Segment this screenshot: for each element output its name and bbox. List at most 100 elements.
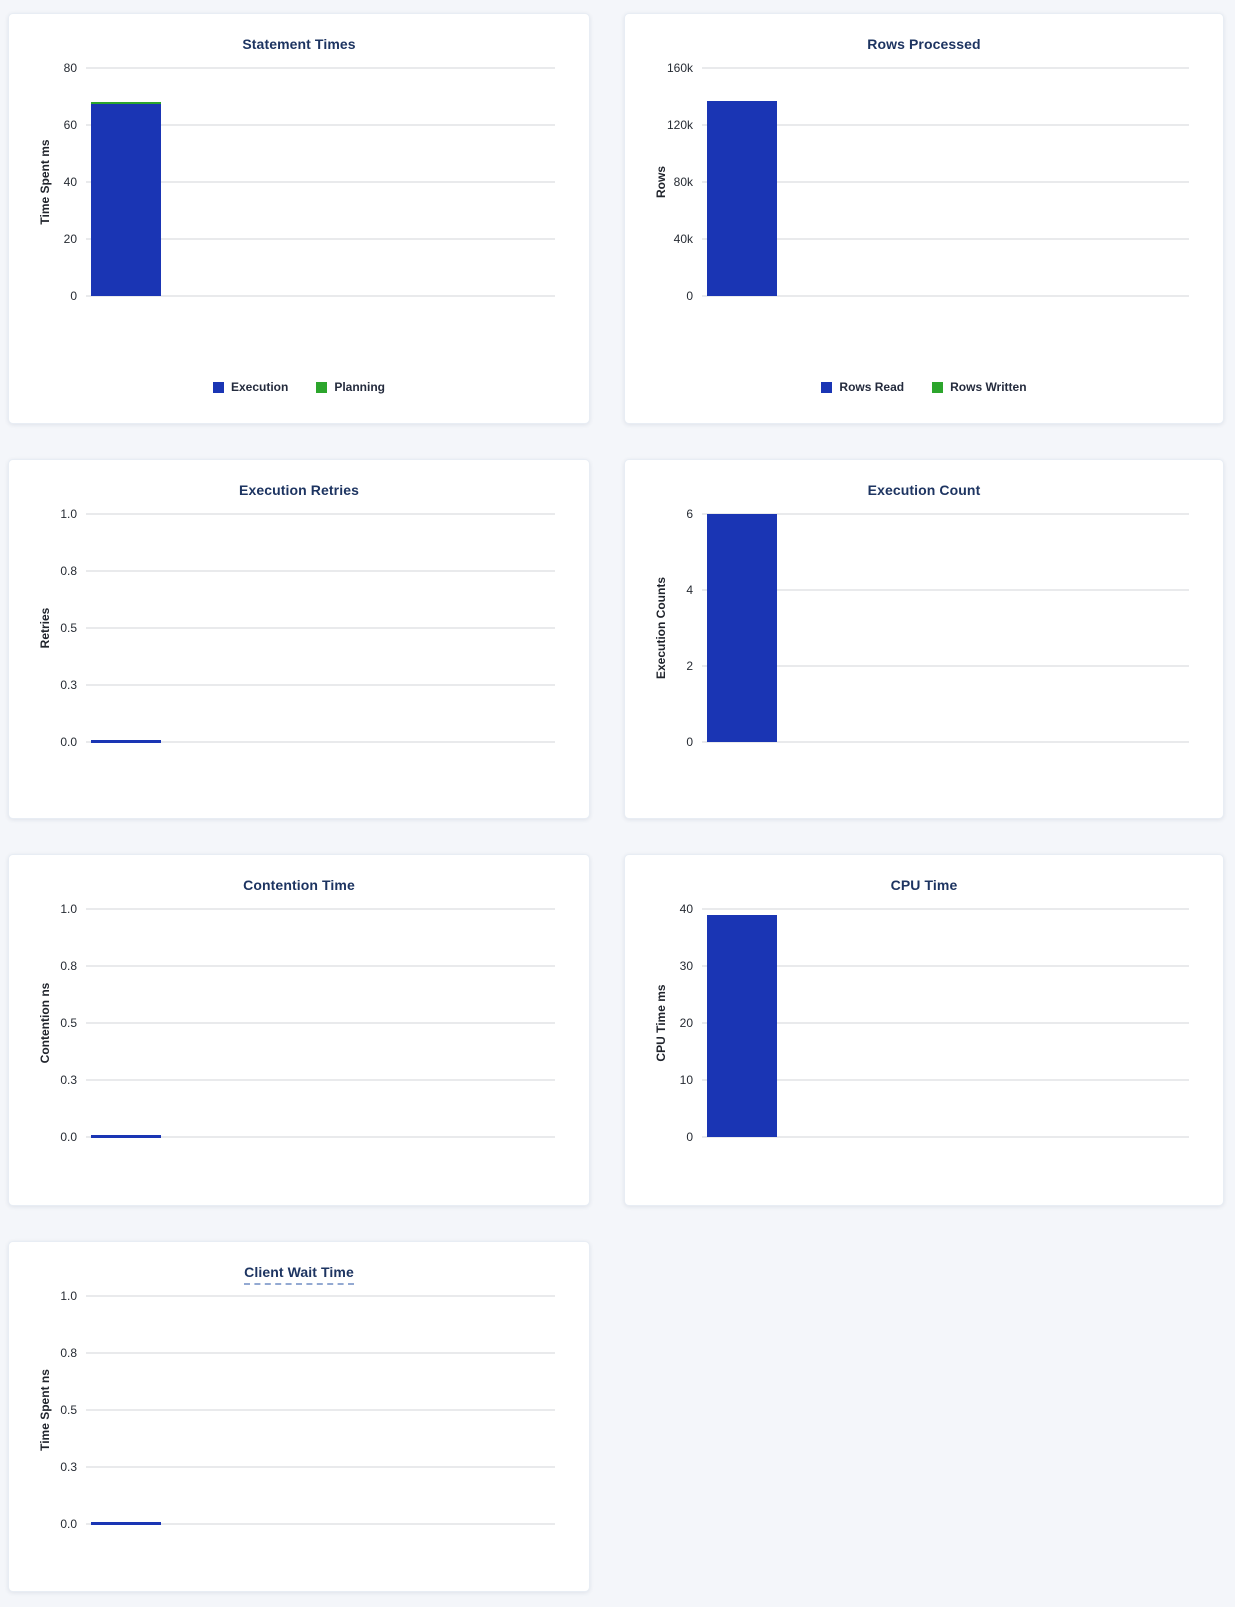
legend-swatch-planning [316, 381, 328, 393]
y-axis-title: Rows [654, 165, 668, 199]
h-gridline [86, 1466, 555, 1468]
h-gridline [86, 1352, 555, 1354]
h-gridline [702, 965, 1189, 967]
h-gridline [702, 1022, 1189, 1024]
chart-card-execution-count: Execution Count 0 2 4 6 Execution Counts [624, 459, 1224, 819]
h-gridline [86, 1409, 555, 1411]
chart-card-rows-processed: Rows Processed 0 40k 80k 120k 160k Rows Rows Re… [624, 13, 1224, 424]
y-tick-label: 4 [686, 583, 693, 597]
h-gridline [702, 295, 1189, 297]
y-tick-label: 0 [70, 289, 77, 303]
legend-item-rows-written: Rows Written [932, 380, 1027, 394]
legend-item-execution: Execution [212, 380, 289, 394]
zero-value-line [91, 740, 161, 743]
y-tick-label: 0 [686, 289, 693, 303]
chart-title-contention-time: Contention Time [9, 877, 589, 893]
bar-execution [91, 104, 161, 296]
zero-value-line [91, 1135, 161, 1138]
h-gridline [86, 1523, 555, 1525]
h-gridline [86, 965, 555, 967]
y-tick-label: 0.5 [60, 1016, 77, 1030]
y-tick-label: 20 [63, 232, 77, 246]
h-gridline [86, 908, 555, 910]
legend-swatch-execution [212, 381, 224, 393]
h-gridline [86, 238, 555, 240]
h-gridline [702, 67, 1189, 69]
h-gridline [86, 627, 555, 629]
h-gridline [702, 1079, 1189, 1081]
y-tick-label: 0.5 [60, 1403, 77, 1417]
y-tick-label: 1.0 [60, 902, 77, 916]
y-tick-label: 0 [686, 735, 693, 749]
chart-title-client-wait-time[interactable]: Client Wait Time [9, 1264, 589, 1285]
y-axis-title: Execution Counts [654, 576, 668, 680]
h-gridline [86, 1136, 555, 1138]
legend: Execution Planning [9, 380, 589, 394]
chart-title-tooltip-link[interactable]: Client Wait Time [244, 1264, 354, 1285]
h-gridline [702, 589, 1189, 591]
y-tick-label: 20 [679, 1016, 693, 1030]
y-tick-label: 2 [686, 659, 693, 673]
y-tick-label: 6 [686, 507, 693, 521]
y-tick-label: 0.3 [60, 678, 77, 692]
h-gridline [86, 295, 555, 297]
y-tick-label: 0.3 [60, 1073, 77, 1087]
legend-label: Execution [230, 380, 289, 394]
chart-title-rows-processed: Rows Processed [625, 36, 1223, 52]
y-axis-title: CPU Time ms [654, 984, 668, 1062]
y-axis-title: Time Spent ms [38, 139, 52, 225]
y-tick-label: 120k [666, 118, 693, 132]
y-tick-label: 0.8 [60, 959, 77, 973]
h-gridline [86, 741, 555, 743]
legend-label: Rows Read [839, 380, 905, 394]
legend-label: Rows Written [950, 380, 1027, 394]
y-tick-label: 80k [673, 175, 693, 189]
h-gridline [702, 238, 1189, 240]
h-gridline [702, 665, 1189, 667]
chart-title-text: Rows Processed [867, 36, 981, 52]
legend-item-rows-read: Rows Read [821, 380, 904, 394]
legend-item-planning: Planning [316, 380, 385, 394]
h-gridline [86, 1022, 555, 1024]
h-gridline [86, 1079, 555, 1081]
h-gridline [86, 513, 555, 515]
y-tick-label: 0.3 [60, 1460, 77, 1474]
h-gridline [702, 513, 1189, 515]
y-tick-label: 0.5 [60, 621, 77, 635]
y-axis-title: Time Spent ns [38, 1369, 52, 1451]
h-gridline [86, 1295, 555, 1297]
bar-planning [91, 102, 161, 104]
h-gridline [86, 67, 555, 69]
chart-card-contention-time: Contention Time 0.0 0.3 0.5 0.8 1.0 Contention… [8, 854, 590, 1206]
chart-title-text: Statement Times [242, 36, 356, 52]
bar-cpu-time [707, 915, 777, 1137]
h-gridline [702, 124, 1189, 126]
y-axis-title: Retries [38, 607, 52, 649]
h-gridline [86, 181, 555, 183]
y-tick-label: 0.0 [60, 1517, 77, 1531]
bar-rows-read [707, 101, 777, 296]
legend-swatch-rows-read [821, 381, 833, 393]
chart-card-cpu-time: CPU Time 0 10 20 30 40 CPU Time ms [624, 854, 1224, 1206]
chart-card-client-wait-time: Client Wait Time 0.0 0.3 0.5 0.8 1.0 Time Spen… [8, 1241, 590, 1592]
y-tick-label: 0.0 [60, 735, 77, 749]
zero-value-line [91, 1522, 161, 1525]
y-tick-label: 10 [679, 1073, 693, 1087]
y-tick-label: 80 [63, 61, 77, 75]
y-tick-label: 0.0 [60, 1130, 77, 1144]
y-tick-label: 40k [673, 232, 693, 246]
h-gridline [86, 124, 555, 126]
y-tick-label: 40 [63, 175, 77, 189]
bar-execution-count [707, 514, 777, 742]
y-tick-label: 30 [679, 959, 693, 973]
legend: Rows Read Rows Written [625, 380, 1223, 394]
y-tick-label: 0.8 [60, 564, 77, 578]
y-tick-label: 1.0 [60, 1289, 77, 1303]
chart-title-text: Execution Count [867, 482, 981, 498]
chart-title-text: Contention Time [243, 877, 355, 893]
chart-card-statement-times: Statement Times 0 20 40 60 80 Time Spent ms Exe… [8, 13, 590, 424]
chart-title-cpu-time: CPU Time [625, 877, 1223, 893]
legend-label: Planning [334, 380, 386, 394]
y-tick-label: 1.0 [60, 507, 77, 521]
